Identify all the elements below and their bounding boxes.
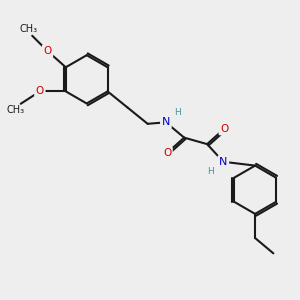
Text: O: O bbox=[36, 86, 44, 96]
Text: N: N bbox=[219, 157, 227, 167]
Text: CH₃: CH₃ bbox=[20, 24, 38, 34]
Text: N: N bbox=[162, 117, 170, 127]
Text: O: O bbox=[163, 148, 171, 158]
Text: H: H bbox=[174, 107, 181, 116]
Text: CH₃: CH₃ bbox=[6, 105, 25, 115]
Text: O: O bbox=[220, 124, 228, 134]
Text: O: O bbox=[44, 46, 52, 56]
Text: H: H bbox=[208, 167, 214, 176]
